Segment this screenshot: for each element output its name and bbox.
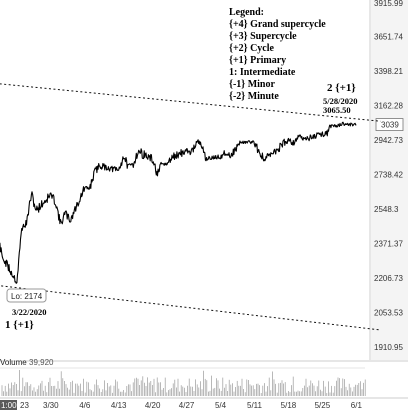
price-series xyxy=(0,121,357,284)
legend-item-grand-supercycle: {+4} Grand supercycle xyxy=(229,19,326,30)
x-tick-label: 5/18 xyxy=(281,401,297,410)
x-tick-label: 4/6 xyxy=(79,401,91,410)
price-line xyxy=(0,121,357,284)
volume-value: 39,920 xyxy=(29,358,54,367)
x-tick-label: 5/25 xyxy=(315,401,331,410)
lower-trendline xyxy=(0,285,381,331)
x-tick-label: 5/11 xyxy=(247,401,263,410)
volume-label: Volume xyxy=(0,358,27,367)
price-tick-label: 1910.95 xyxy=(374,343,403,352)
x-tick-label: 4/20 xyxy=(145,401,161,410)
peak-annotation: 2 {+1} 5/28/2020 3065.50 xyxy=(323,82,357,115)
legend-title: Legend: xyxy=(229,7,264,18)
price-axis-panel xyxy=(371,0,408,360)
peak-date-label: 5/28/2020 xyxy=(323,96,357,106)
legend-item-intermediate: 1: Intermediate xyxy=(229,67,296,78)
upper-trendline xyxy=(0,83,381,122)
low-date-label: 3/22/2020 xyxy=(12,307,46,317)
price-tick-label: 3915.99 xyxy=(374,0,403,8)
legend-item-minute: {-2} Minute xyxy=(229,91,279,102)
peak-value-label: 3065.50 xyxy=(323,105,351,115)
x-tick-label: 6/1 xyxy=(351,401,363,410)
price-tick-label: 3162.28 xyxy=(374,101,403,110)
x-tick-label: 4/13 xyxy=(111,401,127,410)
low-badge-label: Lo: 2174 xyxy=(11,292,43,301)
legend-item-cycle: {+2} Cycle xyxy=(229,43,275,54)
legend-item-minor: {-1} Minor xyxy=(229,79,275,90)
x-tick-label: 3/30 xyxy=(43,401,59,410)
price-tick-label: 2942.73 xyxy=(374,136,403,145)
price-tick-label: 2548.3 xyxy=(374,205,399,214)
legend: Legend: {+4} Grand supercycle {+3} Super… xyxy=(229,7,326,102)
price-tick-label: 2206.73 xyxy=(374,274,403,283)
last-price-badge xyxy=(375,118,404,131)
low-badge-box xyxy=(6,288,47,303)
x-axis: 1:00 23 3/30 4/6 4/13 4/20 4/27 5/4 5/11 5/18 5/25… xyxy=(0,397,408,410)
price-axis: 3915.99 3651.74 3398.21 3162.28 2942.73 2738.… xyxy=(369,0,408,360)
x-tick-label: 23 xyxy=(20,401,29,410)
price-tick-label: 3398.21 xyxy=(374,67,403,76)
price-tick-label: 3651.74 xyxy=(374,32,403,41)
legend-item-primary: {+1} Primary xyxy=(229,55,286,66)
x-time-badge xyxy=(0,400,17,410)
volume-bars xyxy=(1,370,366,396)
low-wave-label: 1 {+1} xyxy=(5,319,34,331)
volume-pane: Volume 39,920 xyxy=(0,358,408,396)
price-tick-label: 2053.53 xyxy=(374,308,403,317)
price-tick-label: 2738.42 xyxy=(374,170,403,179)
x-tick-label: 5/4 xyxy=(215,401,227,410)
peak-wave-label: 2 {+1} xyxy=(327,82,356,94)
price-tick-label: 2371.37 xyxy=(374,239,403,248)
x-tick-label: 4/27 xyxy=(179,401,195,410)
x-tick-label: 1:00 xyxy=(1,401,17,410)
legend-item-supercycle: {+3} Supercycle xyxy=(229,31,297,42)
trendlines xyxy=(0,83,381,331)
low-annotation: Lo: 2174 3/22/2020 1 {+1} xyxy=(5,288,47,331)
last-price-label: 3039 xyxy=(381,121,399,130)
